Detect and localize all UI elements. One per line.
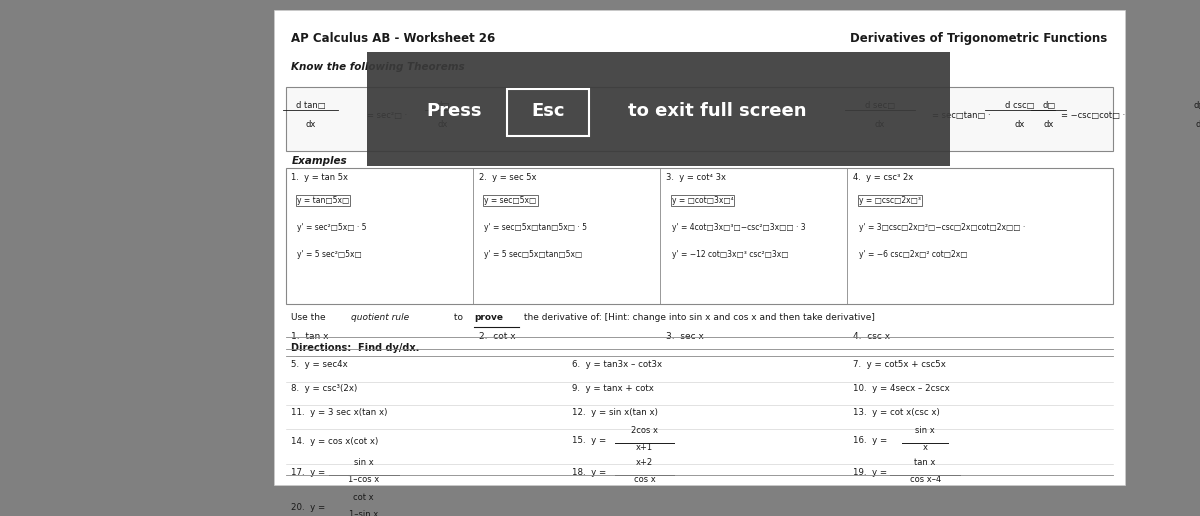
Text: prove: prove — [474, 313, 503, 322]
Text: 17.  y =: 17. y = — [292, 468, 325, 477]
Text: 18.  y =: 18. y = — [572, 468, 606, 477]
Text: quotient rule: quotient rule — [350, 313, 409, 322]
Text: y' = 4cot□3x□³□−csc²□3x□□ · 3: y' = 4cot□3x□³□−csc²□3x□□ · 3 — [672, 223, 805, 232]
Text: d csc□: d csc□ — [1006, 102, 1034, 110]
Text: 9.  y = tanx + cotx: 9. y = tanx + cotx — [572, 384, 654, 393]
Text: the derivative of: [Hint: change into sin x and cos x and then take derivative]: the derivative of: [Hint: change into si… — [521, 313, 875, 322]
Text: dx: dx — [875, 120, 886, 129]
Text: cot x: cot x — [353, 492, 374, 502]
FancyBboxPatch shape — [286, 168, 1114, 304]
Text: 11.  y = 3 sec x(tan x): 11. y = 3 sec x(tan x) — [292, 408, 388, 417]
Text: 3.  y = cot⁴ 3x: 3. y = cot⁴ 3x — [666, 173, 726, 182]
Text: y' = 5 sec□5x□tan□5x□: y' = 5 sec□5x□tan□5x□ — [485, 250, 583, 260]
Text: Know the following Theorems: Know the following Theorems — [292, 62, 464, 72]
Text: 14.  y = cos x(cot x): 14. y = cos x(cot x) — [292, 437, 379, 446]
Text: 5.  y = sec4x: 5. y = sec4x — [292, 360, 348, 369]
Text: y' = 5 sec²□5x□: y' = 5 sec²□5x□ — [298, 250, 362, 260]
FancyBboxPatch shape — [367, 52, 950, 166]
Text: x: x — [923, 443, 928, 452]
Text: = −csc□cot□ ·: = −csc□cot□ · — [1061, 111, 1124, 120]
Text: 20.  y =: 20. y = — [292, 503, 325, 511]
Text: d tan□: d tan□ — [296, 102, 326, 110]
Text: AP Calculus AB - Worksheet 26: AP Calculus AB - Worksheet 26 — [292, 32, 496, 45]
Text: x+2: x+2 — [636, 458, 653, 467]
Text: = sec□tan□ ·: = sec□tan□ · — [932, 111, 991, 120]
Text: 2.  cot x: 2. cot x — [479, 332, 515, 341]
Text: 2.  y = sec 5x: 2. y = sec 5x — [479, 173, 536, 182]
Text: Directions:  Find dy/dx.: Directions: Find dy/dx. — [292, 343, 420, 352]
Text: y' = 3□csc□2x□²□−csc□2x□cot□2x□□ ·: y' = 3□csc□2x□²□−csc□2x□cot□2x□□ · — [859, 223, 1025, 232]
Text: d□: d□ — [1194, 102, 1200, 110]
Text: = sec²□ ·: = sec²□ · — [367, 111, 407, 120]
Text: y = tan□5x□: y = tan□5x□ — [298, 196, 349, 205]
Text: d□: d□ — [437, 102, 450, 110]
Text: 19.  y =: 19. y = — [853, 468, 887, 477]
Text: 1.  tan x: 1. tan x — [292, 332, 329, 341]
Text: 16.  y =: 16. y = — [853, 436, 887, 445]
Text: x+1: x+1 — [636, 443, 653, 452]
Text: 1–sin x: 1–sin x — [349, 510, 378, 516]
Text: 12.  y = sin x(tan x): 12. y = sin x(tan x) — [572, 408, 658, 417]
Text: sin x: sin x — [916, 426, 935, 434]
FancyBboxPatch shape — [286, 87, 1114, 151]
Text: tan x: tan x — [914, 458, 936, 467]
Text: 4.  y = csc³ 2x: 4. y = csc³ 2x — [853, 173, 913, 182]
Text: y' = sec□5x□tan□5x□ · 5: y' = sec□5x□tan□5x□ · 5 — [485, 223, 587, 232]
Text: Derivatives of Trigonometric Functions: Derivatives of Trigonometric Functions — [850, 32, 1108, 45]
Text: 8.  y = csc³(2x): 8. y = csc³(2x) — [292, 384, 358, 393]
Text: 13.  y = cot x(csc x): 13. y = cot x(csc x) — [853, 408, 940, 417]
Text: y = □cot□3x□⁴: y = □cot□3x□⁴ — [672, 196, 733, 205]
Text: Esc: Esc — [532, 102, 564, 120]
Text: y' = sec²□5x□ · 5: y' = sec²□5x□ · 5 — [298, 223, 367, 232]
Text: Press: Press — [427, 102, 482, 120]
Text: 1.  y = tan 5x: 1. y = tan 5x — [292, 173, 348, 182]
Text: y = sec□5x□: y = sec□5x□ — [485, 196, 536, 205]
Text: dx: dx — [1195, 120, 1200, 129]
Text: cos x–4: cos x–4 — [910, 475, 941, 485]
Text: dx: dx — [1015, 120, 1025, 129]
Text: Examples: Examples — [292, 156, 347, 166]
Text: sin x: sin x — [354, 458, 373, 467]
FancyBboxPatch shape — [274, 10, 1124, 485]
Text: 15.  y =: 15. y = — [572, 436, 606, 445]
Text: cos x: cos x — [634, 475, 655, 485]
Text: dx: dx — [306, 120, 317, 129]
Text: 6.  y = tan3x – cot3x: 6. y = tan3x – cot3x — [572, 360, 662, 369]
Text: dx: dx — [1044, 120, 1054, 129]
Text: to exit full screen: to exit full screen — [628, 102, 806, 120]
Text: 1–cos x: 1–cos x — [348, 475, 379, 485]
Text: 10.  y = 4secx – 2cscx: 10. y = 4secx – 2cscx — [853, 384, 949, 393]
Text: 3.  sec x: 3. sec x — [666, 332, 703, 341]
Text: 4.  csc x: 4. csc x — [853, 332, 890, 341]
Text: to: to — [451, 313, 466, 322]
Text: y' = −12 cot□3x□³ csc²□3x□: y' = −12 cot□3x□³ csc²□3x□ — [672, 250, 788, 260]
Text: dx: dx — [438, 120, 448, 129]
Text: d□: d□ — [1043, 102, 1056, 110]
Text: d sec□: d sec□ — [865, 102, 895, 110]
Text: 2cos x: 2cos x — [631, 426, 658, 434]
Text: y' = −6 csc□2x□² cot□2x□: y' = −6 csc□2x□² cot□2x□ — [859, 250, 967, 260]
Text: y = □csc□2x□³: y = □csc□2x□³ — [859, 196, 920, 205]
Text: 7.  y = cot5x + csc5x: 7. y = cot5x + csc5x — [853, 360, 946, 369]
Text: Use the: Use the — [292, 313, 329, 322]
